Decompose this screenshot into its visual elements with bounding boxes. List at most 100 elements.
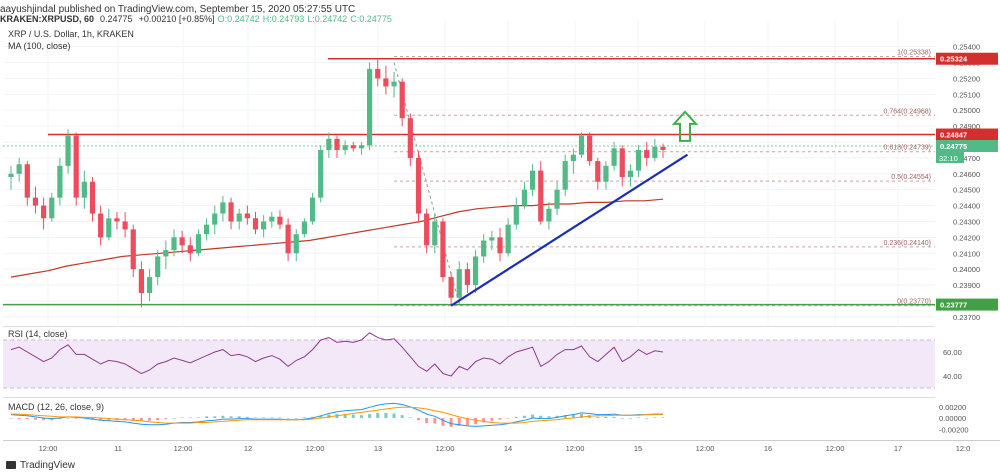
price-tick-label: 0.23900 xyxy=(953,281,980,290)
price-chart[interactable]: 1(0.25338) 0.764(0.24968) 0.618(0.24739) 0.… xyxy=(3,20,935,325)
candle-body xyxy=(358,145,365,149)
macd-histogram-bar xyxy=(327,414,331,418)
candle-body xyxy=(546,208,552,222)
ohlc-high: H:0.24793 xyxy=(262,14,305,24)
time-tick-label: 12:00 xyxy=(826,444,845,453)
candle-body xyxy=(252,218,259,230)
footer: TradingView xyxy=(0,458,1000,474)
price-axis[interactable]: 0.254000.253000.252000.251000.250000.249… xyxy=(935,20,1000,325)
fib-label-1: 1(0.25338) xyxy=(897,50,931,57)
candle-body xyxy=(407,118,413,158)
publish-info: published on TradingView.com, September … xyxy=(58,4,356,15)
candle-body xyxy=(277,216,283,225)
candle xyxy=(220,196,226,222)
candle-body xyxy=(652,146,658,158)
candle-body xyxy=(440,221,446,278)
macd-histogram-bar xyxy=(482,418,486,423)
macd-histogram-bar xyxy=(156,418,160,421)
rsi-panel[interactable] xyxy=(3,326,935,396)
candle xyxy=(521,181,528,209)
candle xyxy=(538,161,544,225)
tradingview-brand[interactable]: TradingView xyxy=(20,460,76,471)
rsi-legend: RSI (14, close) xyxy=(8,329,68,339)
macd-histogram-bar xyxy=(99,418,103,421)
macd-histogram-bar xyxy=(74,418,78,419)
candle xyxy=(342,140,348,155)
resistance-tag-label: 0.24847 xyxy=(940,131,967,140)
macd-histogram-bar xyxy=(319,415,323,418)
candle-body xyxy=(521,189,528,206)
candle-body xyxy=(635,149,642,171)
macd-histogram-bar xyxy=(172,418,176,419)
candle xyxy=(138,261,144,308)
time-axis[interactable]: 12:00 11 12:00 12 12:00 13 12:00 14 12:00 15 12:00… xyxy=(3,440,1000,456)
time-tick-label: 17 xyxy=(894,444,902,453)
macd-histogram-bar xyxy=(58,418,62,420)
candle-body xyxy=(424,213,430,246)
rsi-tick-label: 60.00 xyxy=(943,348,962,357)
candle-body xyxy=(505,224,511,254)
candle-body xyxy=(285,224,291,254)
candle xyxy=(530,164,536,197)
macd-histogram-bar xyxy=(417,418,420,421)
candle xyxy=(383,65,389,95)
tradingview-logo-icon[interactable] xyxy=(6,461,16,469)
macd-histogram-bar xyxy=(33,418,37,420)
candle xyxy=(16,157,22,182)
macd-histogram-bar xyxy=(661,417,665,419)
macd-panel[interactable] xyxy=(3,397,935,439)
macd-histogram-bar xyxy=(42,418,46,421)
candle-body xyxy=(73,135,79,198)
macd-histogram-bar xyxy=(9,418,13,419)
candle-body xyxy=(155,256,161,278)
candle xyxy=(505,218,511,257)
candle-body xyxy=(587,135,593,162)
candle xyxy=(195,229,202,257)
candle xyxy=(309,192,316,225)
candle-body xyxy=(244,213,250,219)
price-tick-label: 0.24200 xyxy=(953,233,980,242)
candle-body xyxy=(570,154,576,162)
macd-histogram-bar xyxy=(441,418,445,426)
candle-body xyxy=(57,165,63,198)
fib-label-0.5: 0.5(0.24554) xyxy=(891,174,931,181)
fib-label-0: 0(0.23770) xyxy=(897,299,931,306)
candle xyxy=(432,213,438,254)
macd-histogram-bar xyxy=(628,418,632,419)
macd-histogram-bar xyxy=(490,418,494,421)
macd-histogram-bar xyxy=(205,416,209,418)
candle-body xyxy=(375,68,381,79)
candle-body xyxy=(81,181,87,198)
bar-timer-label: 32:10 xyxy=(939,154,958,163)
candle xyxy=(587,132,593,166)
candle xyxy=(163,240,169,270)
macd-histogram-bar xyxy=(645,418,649,419)
macd-histogram-bar xyxy=(164,418,168,420)
candle-body xyxy=(619,148,625,177)
current-price-tag xyxy=(936,139,998,152)
macd-histogram-bar xyxy=(148,418,152,421)
candle-body xyxy=(32,197,39,206)
candle xyxy=(619,145,625,187)
candle xyxy=(204,218,210,241)
macd-histogram-bar xyxy=(278,417,282,419)
candle xyxy=(513,197,519,230)
publisher-name[interactable]: aayushjindal xyxy=(0,4,56,15)
symbol-label: KRAKEN:XRPUSD, 60 xyxy=(0,14,95,24)
price-tick-label: 0.25000 xyxy=(953,106,980,115)
ma-100-line xyxy=(10,198,664,278)
fib-label-0.236: 0.236(0.24140) xyxy=(884,240,931,247)
candle xyxy=(285,218,291,262)
macd-histogram-bar xyxy=(66,418,70,419)
candle-body xyxy=(130,229,136,270)
support-tag xyxy=(936,298,998,311)
rsi-axis: 60.00 40.00 xyxy=(943,348,962,381)
candle xyxy=(122,211,128,238)
candle xyxy=(187,237,193,262)
candle xyxy=(570,148,576,174)
candle-body xyxy=(595,161,601,182)
time-tick-label: 11 xyxy=(114,444,122,453)
candle xyxy=(603,161,609,190)
candle-body xyxy=(399,81,405,119)
candle xyxy=(448,272,454,306)
